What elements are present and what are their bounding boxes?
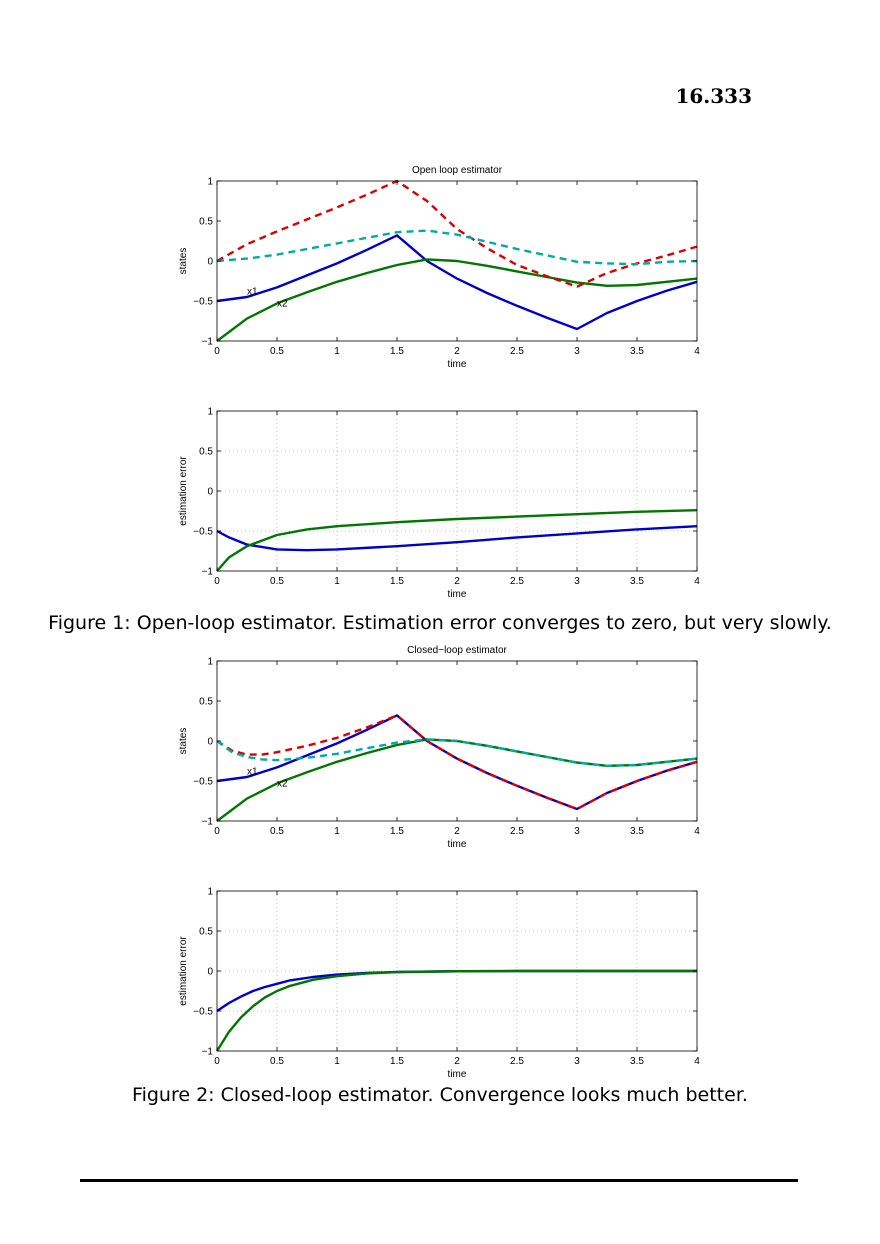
series-annotation: x2 [277,299,288,310]
y-tick-label: 0 [207,967,213,978]
y-tick-label: 1 [207,887,213,898]
y-axis-label: states [178,728,189,755]
y-axis-label: estimation error [178,936,189,1006]
y-tick-label: 0 [207,257,213,268]
x-tick-label: 1.5 [390,826,404,837]
x-tick-label: 2.5 [510,826,524,837]
x-tick-label: 3 [574,346,580,357]
x-tick-label: 1 [334,346,340,357]
x-tick-label: 3 [574,826,580,837]
series-x2 [216,738,698,822]
chart-title: Closed−loop estimator [407,645,507,656]
x-axis-label: time [448,839,467,850]
open-loop-states-chart: 0 0.5 1 1.5 2 2.5 3 3.5 4 −1 −0.5 0 0.5 1 Open loop es… [178,165,700,370]
open-loop-error-chart: 0 0.5 1 1.5 2 2.5 3 3.5 4 −1 −0.5 0 0.5 1 time estimati… [178,407,700,601]
page-number-header: 16.333 [675,84,752,108]
series-annotation: x1 [247,287,258,298]
x-tick-label: 3.5 [630,346,644,357]
series-x1 [216,234,698,331]
series-x2 [216,258,698,342]
y-axis-label: states [178,248,189,275]
y-tick-label: −1 [202,817,214,828]
x-tick-label: 2.5 [510,1056,524,1067]
x-tick-label: 0 [214,576,220,587]
y-tick-label: −1 [202,337,214,348]
y-tick-label: −0.5 [193,527,213,538]
y-tick-label: −0.5 [193,777,213,788]
y-tick-label: 0.5 [199,217,213,228]
x-tick-label: 2 [454,346,460,357]
x-tick-label: 2 [454,1056,460,1067]
x-tick-label: 0 [214,346,220,357]
series-x1hat [216,714,698,811]
x-tick-label: 1 [334,826,340,837]
x-tick-label: 0.5 [270,1056,284,1067]
series-x2hat [216,229,698,266]
x-tick-label: 4 [694,346,700,357]
x-tick-label: 1.5 [390,346,404,357]
x-tick-label: 1.5 [390,576,404,587]
x-tick-label: 2.5 [510,346,524,357]
x-tick-label: 3 [574,576,580,587]
open-loop-states-plot: 0 0.5 1 1.5 2 2.5 3 3.5 4 −1 −0.5 0 0.5 1 Open loop es… [172,156,704,370]
y-tick-label: −1 [202,567,214,578]
series-x2hat [216,738,698,767]
x-axis-label: time [448,359,467,370]
x-tick-label: 4 [694,576,700,587]
y-tick-label: 1 [207,407,213,418]
open-loop-error-plot: 0 0.5 1 1.5 2 2.5 3 3.5 4 −1 −0.5 0 0.5 1 time estimati… [172,386,704,601]
x-tick-label: 0 [214,826,220,837]
y-tick-label: 0 [207,487,213,498]
series-x1hat [216,179,698,288]
y-tick-label: 0 [207,737,213,748]
closed-loop-error-chart: 0 0.5 1 1.5 2 2.5 3 3.5 4 −1 −0.5 0 0.5 1 time estimati… [178,887,700,1081]
x-tick-label: 0.5 [270,576,284,587]
closed-loop-states-plot: 0 0.5 1 1.5 2 2.5 3 3.5 4 −1 −0.5 0 0.5 1 Closed−loop … [172,636,704,850]
series-annotation: x2 [277,779,288,790]
series-x1 [216,525,698,552]
y-axis-label: estimation error [178,456,189,526]
series-x2 [215,969,697,1052]
footer-rule [80,1179,798,1182]
series-x1 [216,714,698,811]
closed-loop-error-plot: 0 0.5 1 1.5 2 2.5 3 3.5 4 −1 −0.5 0 0.5 1 time estimati… [172,866,704,1081]
figure1-caption: Figure 1: Open-loop estimator. Estimatio… [48,612,832,634]
closed-loop-states-chart: 0 0.5 1 1.5 2 2.5 3 3.5 4 −1 −0.5 0 0.5 1 Closed−loop … [178,645,700,850]
x-tick-label: 1 [334,576,340,587]
x-tick-label: 3.5 [630,576,644,587]
y-tick-label: 1 [207,657,213,668]
x-tick-label: 0.5 [270,826,284,837]
y-tick-label: 0.5 [199,447,213,458]
x-tick-label: 1.5 [390,1056,404,1067]
y-tick-label: 0.5 [199,927,213,938]
y-tick-label: −0.5 [193,297,213,308]
x-axis-label: time [448,589,467,600]
x-tick-label: 0 [214,1056,220,1067]
x-tick-label: 1 [334,1056,340,1067]
series-annotation: x1 [247,767,258,778]
x-tick-label: 3 [574,1056,580,1067]
x-tick-label: 3.5 [630,826,644,837]
x-tick-label: 0.5 [270,346,284,357]
x-tick-label: 2 [454,576,460,587]
y-tick-label: −0.5 [193,1007,213,1018]
x-tick-label: 4 [694,1056,700,1067]
x-tick-label: 2.5 [510,576,524,587]
series-x2 [216,509,698,572]
x-axis-label: time [448,1069,467,1080]
x-tick-label: 2 [454,826,460,837]
x-tick-label: 4 [694,826,700,837]
y-tick-label: 0.5 [199,697,213,708]
y-tick-label: 1 [207,177,213,188]
y-tick-label: −1 [202,1047,214,1058]
chart-title: Open loop estimator [412,165,503,176]
figure2-caption: Figure 2: Closed-loop estimator. Converg… [132,1084,748,1106]
x-tick-label: 3.5 [630,1056,644,1067]
